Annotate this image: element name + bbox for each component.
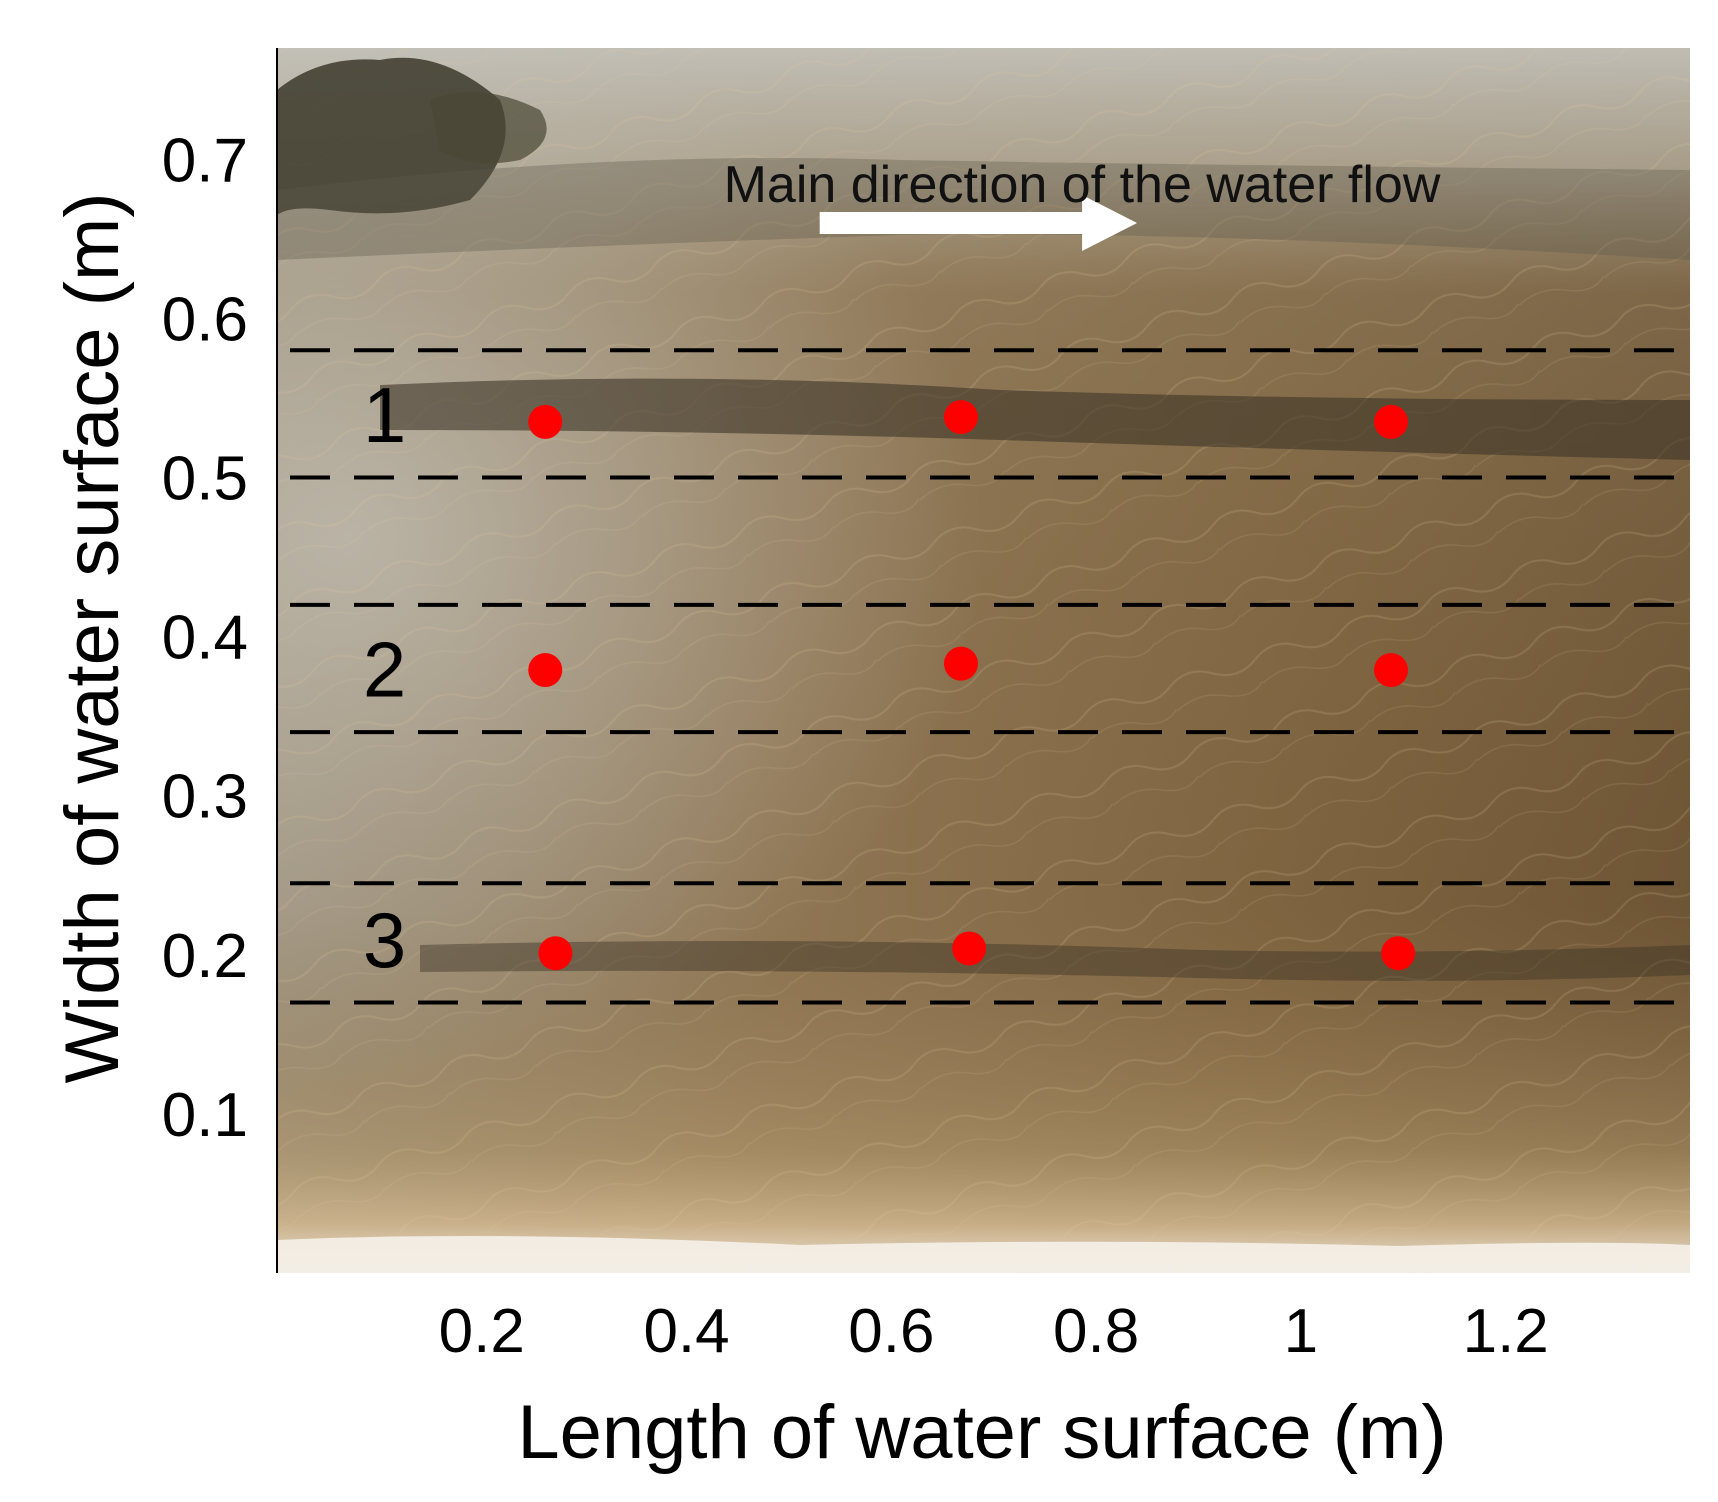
- x-axis-title: Length of water surface (m): [517, 1390, 1446, 1475]
- point-zone-1-2: [943, 400, 978, 435]
- x-tick-label: 0.2: [439, 1297, 525, 1366]
- x-tick-label: 1.2: [1463, 1297, 1549, 1366]
- water-surface-photo: [277, 48, 1690, 1273]
- point-zone-3-3: [1381, 936, 1416, 971]
- y-tick-label: 0.3: [162, 763, 248, 832]
- zone-labels: 1 2 3: [363, 371, 406, 984]
- measurement-points: [528, 400, 1416, 971]
- y-tick-labels: 0.1 0.2 0.3 0.4 0.5 0.6 0.7: [162, 126, 248, 1150]
- zone-label-1: 1: [363, 371, 406, 459]
- y-tick-label: 0.7: [162, 126, 248, 195]
- x-tick-label: 0.4: [643, 1297, 729, 1366]
- x-tick-label: 0.6: [848, 1297, 934, 1366]
- point-zone-1-1: [528, 404, 563, 439]
- flow-arrow-head: [1082, 195, 1138, 251]
- y-tick-label: 0.2: [162, 922, 248, 991]
- zone-boundary-lines: [290, 348, 1680, 1005]
- point-zone-3-2: [952, 931, 987, 966]
- y-axis-title: Width of water surface (m): [50, 192, 135, 1083]
- flow-direction-label: Main direction of the water flow: [724, 156, 1441, 214]
- y-tick-label: 0.5: [162, 445, 248, 514]
- point-zone-3-1: [538, 936, 573, 971]
- y-tick-label: 0.4: [162, 604, 248, 673]
- x-tick-label: 1: [1284, 1297, 1318, 1366]
- y-tick-label: 0.6: [162, 285, 248, 354]
- y-tick-label: 0.1: [162, 1081, 248, 1150]
- point-zone-1-3: [1374, 404, 1409, 439]
- point-zone-2-3: [1374, 653, 1409, 688]
- x-tick-labels: 0.2 0.4 0.6 0.8 1 1.2: [439, 1297, 1549, 1366]
- point-zone-2-1: [528, 653, 563, 688]
- x-tick-label: 0.8: [1053, 1297, 1139, 1366]
- flow-arrow: [819, 195, 1138, 251]
- point-zone-2-2: [943, 646, 978, 681]
- zone-label-2: 2: [363, 625, 406, 713]
- zone-label-3: 3: [363, 896, 406, 984]
